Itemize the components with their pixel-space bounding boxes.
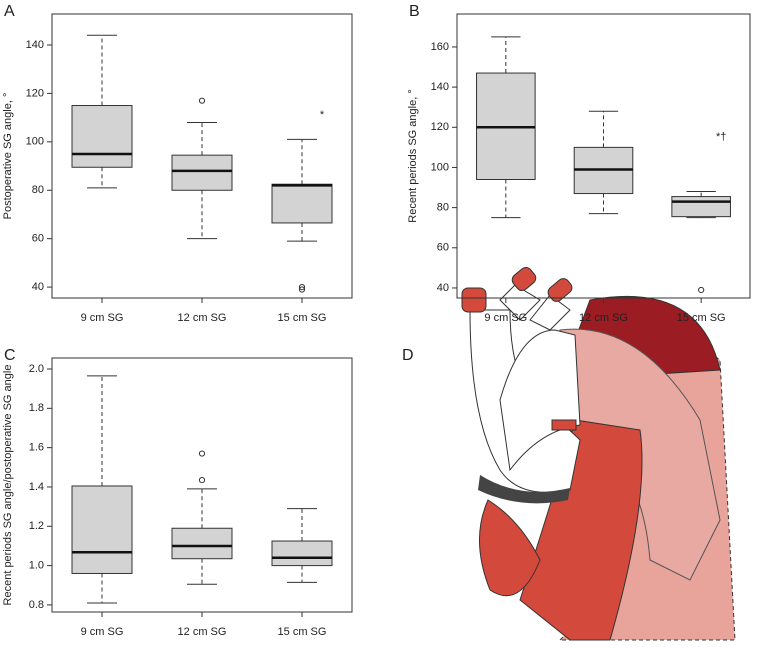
y-tick-label: 0.8: [29, 599, 44, 611]
box: [271, 540, 333, 567]
aorta-illustration: [461, 266, 736, 641]
y-tick-label: 1.8: [29, 402, 44, 414]
outlier: [198, 97, 206, 104]
outlier: [198, 476, 206, 484]
box: [71, 485, 133, 574]
annotation: *†: [716, 131, 726, 143]
plot-frame: [456, 13, 751, 299]
y-axis-title: Recent periods SG angle/postoperative SG…: [2, 365, 14, 606]
outlier: [698, 286, 705, 294]
y-axis-title: Postoperative SG angle, °: [2, 93, 14, 220]
y-tick-label: 1.4: [29, 481, 44, 493]
y-tick-label: 120: [431, 121, 449, 133]
outlier: [198, 450, 206, 457]
y-tick-label: 1.2: [29, 520, 44, 532]
box: [71, 105, 133, 168]
y-tick-label: 120: [26, 87, 44, 99]
outlier: [298, 286, 306, 293]
box: [271, 183, 333, 224]
x-tick-label: 12 cm SG: [579, 312, 628, 324]
x-tick-label: 15 cm SG: [278, 626, 327, 638]
panel-label: C: [4, 347, 16, 364]
y-tick-label: 60: [437, 242, 449, 254]
y-tick-label: 100: [26, 136, 44, 148]
y-tick-label: 140: [431, 81, 449, 93]
panel-label: A: [4, 3, 15, 20]
y-tick-label: 1.0: [29, 560, 44, 572]
x-tick-label: 9 cm SG: [81, 626, 124, 638]
x-tick-label: 9 cm SG: [81, 312, 124, 324]
y-tick-label: 2.0: [29, 363, 44, 375]
panel-label: B: [409, 3, 420, 20]
annotation: *: [320, 109, 325, 121]
x-tick-label: 15 cm SG: [278, 312, 327, 324]
y-tick-label: 160: [431, 41, 449, 53]
x-tick-label: 9 cm SG: [484, 312, 527, 324]
box: [671, 196, 731, 218]
panel-label: D: [402, 347, 414, 364]
x-tick-label: 12 cm SG: [178, 626, 227, 638]
y-tick-label: 80: [437, 202, 449, 214]
y-tick-label: 100: [431, 161, 449, 173]
box: [171, 154, 233, 191]
y-tick-label: 140: [26, 39, 44, 51]
outlier: [298, 284, 306, 291]
y-tick-label: 60: [32, 233, 44, 245]
plot-frame: [51, 357, 353, 613]
y-axis-title: Recent periods SG angle, °: [407, 89, 419, 222]
y-tick-label: 80: [32, 184, 44, 196]
x-tick-label: 15 cm SG: [677, 312, 726, 324]
y-tick-label: 40: [32, 281, 44, 293]
y-tick-label: 1.6: [29, 442, 44, 454]
y-tick-label: 40: [437, 282, 449, 294]
x-tick-label: 12 cm SG: [178, 312, 227, 324]
box: [171, 527, 233, 560]
plot-frame: [51, 13, 353, 299]
